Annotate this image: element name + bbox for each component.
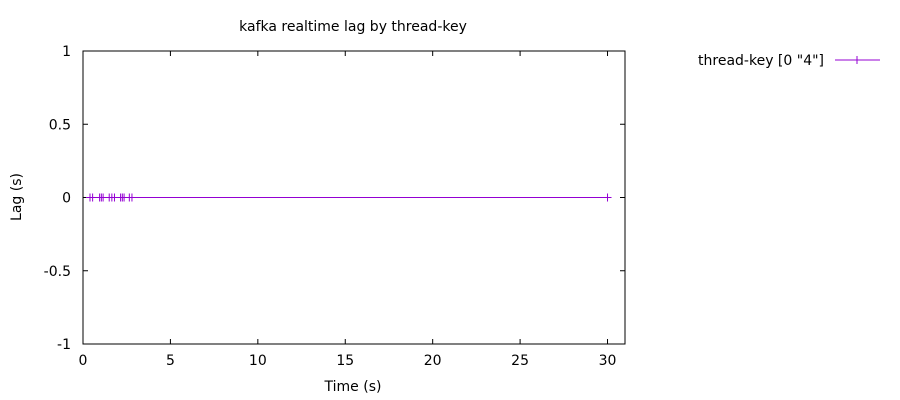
x-tick-label-5: 25 bbox=[511, 353, 529, 369]
legend: thread-key [0 "4"] bbox=[698, 53, 880, 69]
x-tick-label-2: 10 bbox=[249, 353, 267, 369]
x-tick-label-6: 30 bbox=[599, 353, 617, 369]
y-tick-label-3: 0.5 bbox=[49, 117, 71, 133]
y-tick-label-1: -0.5 bbox=[44, 264, 71, 280]
x-tick-label-3: 15 bbox=[336, 353, 354, 369]
x-tick-label-4: 20 bbox=[424, 353, 442, 369]
legend-label-0: thread-key [0 "4"] bbox=[698, 53, 824, 69]
tick-labels: 0 5 10 15 20 25 30 -1 -0.5 0 0.5 1 bbox=[44, 44, 617, 369]
data-point bbox=[603, 193, 612, 202]
y-tick-label-0: -1 bbox=[57, 337, 71, 353]
series-group bbox=[85, 193, 612, 202]
x-tick-label-0: 0 bbox=[79, 353, 88, 369]
y-tick-label-4: 1 bbox=[62, 44, 71, 60]
data-point bbox=[88, 193, 97, 202]
axis-ticks bbox=[82, 50, 625, 345]
chart-title: kafka realtime lag by thread-key bbox=[239, 19, 467, 35]
x-tick-label-1: 5 bbox=[166, 353, 175, 369]
data-point bbox=[127, 193, 136, 202]
y-axis-label: Lag (s) bbox=[9, 173, 25, 221]
y-tick-label-2: 0 bbox=[62, 191, 71, 207]
x-axis-label: Time (s) bbox=[324, 379, 382, 395]
